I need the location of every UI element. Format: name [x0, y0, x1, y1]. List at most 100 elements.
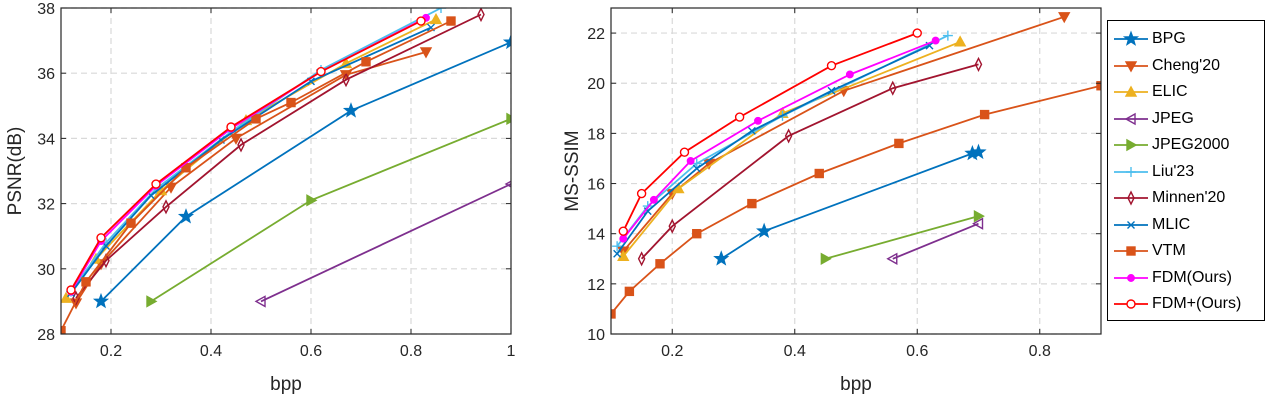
- point-elic: [953, 35, 967, 47]
- x-tick-label: 0.4: [200, 343, 222, 360]
- point-elic: [429, 12, 443, 25]
- y-axis-label: PSNR(dB): [5, 127, 26, 216]
- legend-swatch: [1114, 273, 1148, 282]
- point-minnen-20: [237, 137, 245, 153]
- legend-swatch: [1114, 30, 1148, 46]
- point-vtm: [655, 259, 665, 269]
- point-cheng-20: [1058, 12, 1071, 24]
- point-vtm: [251, 114, 261, 124]
- series-line-jpeg: [260, 183, 511, 303]
- point-fdm-ours: [226, 122, 236, 132]
- point-liu-23: [642, 201, 653, 212]
- legend-marker: [1124, 112, 1136, 125]
- point-bpg: [92, 292, 110, 309]
- psnr-plot: 0.2 0.4 0.6 0.8 1 28 30 32 34 36 38 bpp PSNR(dB): [5, 1, 516, 395]
- point-minnen-20: [784, 128, 793, 144]
- legend-swatch: [1114, 220, 1148, 229]
- legend: BPG Cheng'20 ELIC JPEG JPEG2000 Liu'23 Minnen'…: [1107, 20, 1265, 321]
- point-fdm-ours: [636, 188, 647, 199]
- x-tick-label: 0.4: [784, 343, 806, 360]
- y-tick-label: 20: [587, 76, 605, 93]
- legend-label: Cheng'20: [1152, 56, 1220, 74]
- point-fdm-ours: [416, 16, 426, 26]
- legend-label: VTM: [1152, 242, 1186, 259]
- y-axis-label: MS-SSIM: [562, 130, 583, 211]
- legend-label: FDM+(Ours): [1152, 295, 1242, 312]
- point-vtm: [611, 309, 616, 319]
- series-line-mlic: [616, 44, 930, 255]
- legend-label: Minnen'20: [1152, 189, 1226, 206]
- x-tick-label: 0.6: [300, 343, 322, 360]
- point-jpeg: [254, 295, 266, 308]
- series-line-jpeg: [892, 222, 979, 260]
- point-jpeg2000: [973, 209, 985, 223]
- x-tick-label: 1: [507, 343, 516, 360]
- point-bpg: [502, 33, 511, 50]
- y-tick-label: 10: [587, 327, 605, 344]
- point-vtm: [692, 228, 702, 239]
- point-elic: [617, 249, 630, 261]
- series-line-fdm-ours: [622, 32, 918, 232]
- point-minnen-20: [888, 80, 897, 96]
- y-tick-label: 28: [37, 327, 55, 344]
- point-bpg: [970, 143, 987, 160]
- legend-swatch: [1114, 85, 1148, 97]
- legend-marker: [1126, 166, 1136, 177]
- x-axis-label: bpp: [270, 374, 302, 395]
- legend-label: MLIC: [1152, 215, 1191, 233]
- legend-item-cheng-20: Cheng'20: [1108, 53, 1264, 79]
- point-jpeg2000: [820, 252, 832, 265]
- point-liu-23: [612, 241, 623, 252]
- x-tick-label: 0.2: [661, 343, 683, 360]
- point-bpg: [177, 208, 195, 224]
- point-vtm: [81, 277, 91, 287]
- point-vtm: [624, 286, 635, 297]
- point-fdm-ours: [151, 179, 161, 189]
- point-fdm-ours: [619, 234, 628, 243]
- y-tick-label: 34: [37, 131, 55, 148]
- ms-ssim-plot: 0.2 0.4 0.6 0.8 10 12 14 16 18 20 22 bpp MS-SSIM: [562, 7, 1102, 395]
- point-minnen-20: [668, 218, 677, 234]
- legend-item-vtm: VTM: [1108, 238, 1264, 264]
- legend-marker: [1124, 60, 1138, 72]
- legend-marker: [1122, 30, 1140, 46]
- point-fdm-ours: [316, 66, 326, 77]
- point-vtm: [446, 16, 456, 26]
- legend-item-liu-23: Liu'23: [1108, 159, 1264, 185]
- series-line-minnen-20: [640, 63, 979, 260]
- series-line-jpeg2000: [825, 215, 979, 260]
- point-elic: [672, 182, 685, 194]
- y-tick-label: 22: [587, 26, 605, 43]
- legend-marker: [1127, 273, 1135, 282]
- axes-frame: [610, 7, 1102, 335]
- point-minnen-20: [974, 56, 983, 72]
- series-line-liu-23: [70, 8, 442, 293]
- y-tick-label: 16: [587, 177, 605, 194]
- point-elic: [61, 291, 73, 303]
- legend-item-minnen-20: Minnen'20: [1108, 185, 1264, 211]
- legend-swatch: [1114, 190, 1148, 206]
- point-fdm-ours: [845, 70, 854, 79]
- point-mlic: [692, 164, 701, 173]
- point-jpeg2000: [306, 194, 318, 207]
- point-fdm-ours: [66, 285, 76, 295]
- point-vtm: [894, 138, 904, 149]
- series-line-fdm-ours: [70, 20, 422, 291]
- point-jpeg: [886, 252, 898, 265]
- legend-item-fdm-ours: FDM(Ours): [1108, 265, 1264, 291]
- x-tick-label: 0.2: [100, 343, 122, 360]
- point-jpeg: [972, 217, 984, 230]
- series-line-vtm: [61, 20, 452, 332]
- point-vtm: [814, 168, 824, 179]
- legend-label: ELIC: [1152, 83, 1188, 100]
- legend-swatch: [1114, 138, 1148, 152]
- point-mlic: [747, 126, 756, 135]
- x-axis-label: bpp: [840, 374, 872, 395]
- legend-item-fdm-ours: FDM+(Ours): [1108, 291, 1264, 317]
- series-group: [611, 12, 1101, 319]
- legend-marker: [1127, 220, 1135, 229]
- point-jpeg2000: [146, 295, 158, 308]
- x-tick-label: 0.8: [1029, 343, 1051, 360]
- legend-marker: [1126, 246, 1136, 256]
